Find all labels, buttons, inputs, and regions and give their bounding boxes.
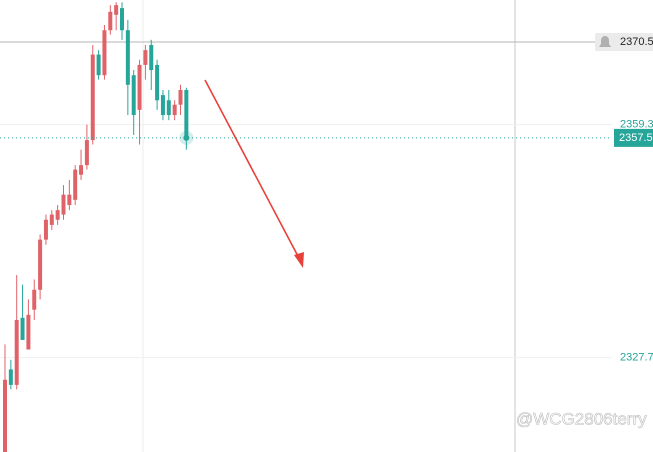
last-price-label: 2357.5 (619, 132, 653, 144)
candle-body (108, 11, 113, 31)
candle-body (55, 210, 60, 220)
candle-body (155, 64, 160, 101)
candle-body (32, 289, 37, 310)
last-price-dot (183, 134, 190, 141)
y-tick-label: 2327.7 (620, 352, 653, 364)
candle-body (120, 8, 124, 31)
last-price-label-bg (614, 128, 653, 147)
candle-body (49, 214, 54, 225)
candle-body (84, 140, 89, 166)
candle-body (73, 169, 78, 200)
candle-body (166, 100, 171, 116)
candle-body (61, 194, 66, 215)
candle-body (114, 5, 119, 15)
candle-body (172, 104, 177, 116)
candle-body (143, 50, 148, 65)
plot-area (0, 2, 612, 452)
candle-body (26, 314, 31, 350)
candle-body (149, 44, 154, 71)
candle-body (38, 239, 43, 290)
candle-body (20, 317, 25, 340)
candle-body (90, 54, 95, 141)
watermark: @WCG2806terry (516, 409, 647, 428)
annotation-arrow (204, 79, 304, 268)
candle-body (67, 194, 72, 205)
candle-body (137, 64, 142, 110)
candle-body (102, 30, 107, 76)
candle-body (43, 219, 48, 240)
candle-body (79, 165, 84, 175)
candle-body (184, 89, 189, 138)
candle-body (8, 369, 13, 385)
candle-body (160, 95, 165, 116)
y-tick-label: 2359.3 (620, 119, 653, 131)
candle-body (96, 54, 101, 76)
candle-body (178, 89, 183, 105)
candle-body (131, 75, 136, 116)
candle-body (125, 30, 130, 85)
alert-bell-icon (599, 36, 611, 48)
candle-body (3, 379, 7, 452)
candle-body (14, 320, 19, 385)
alert-label: 2370.5 (620, 36, 653, 48)
